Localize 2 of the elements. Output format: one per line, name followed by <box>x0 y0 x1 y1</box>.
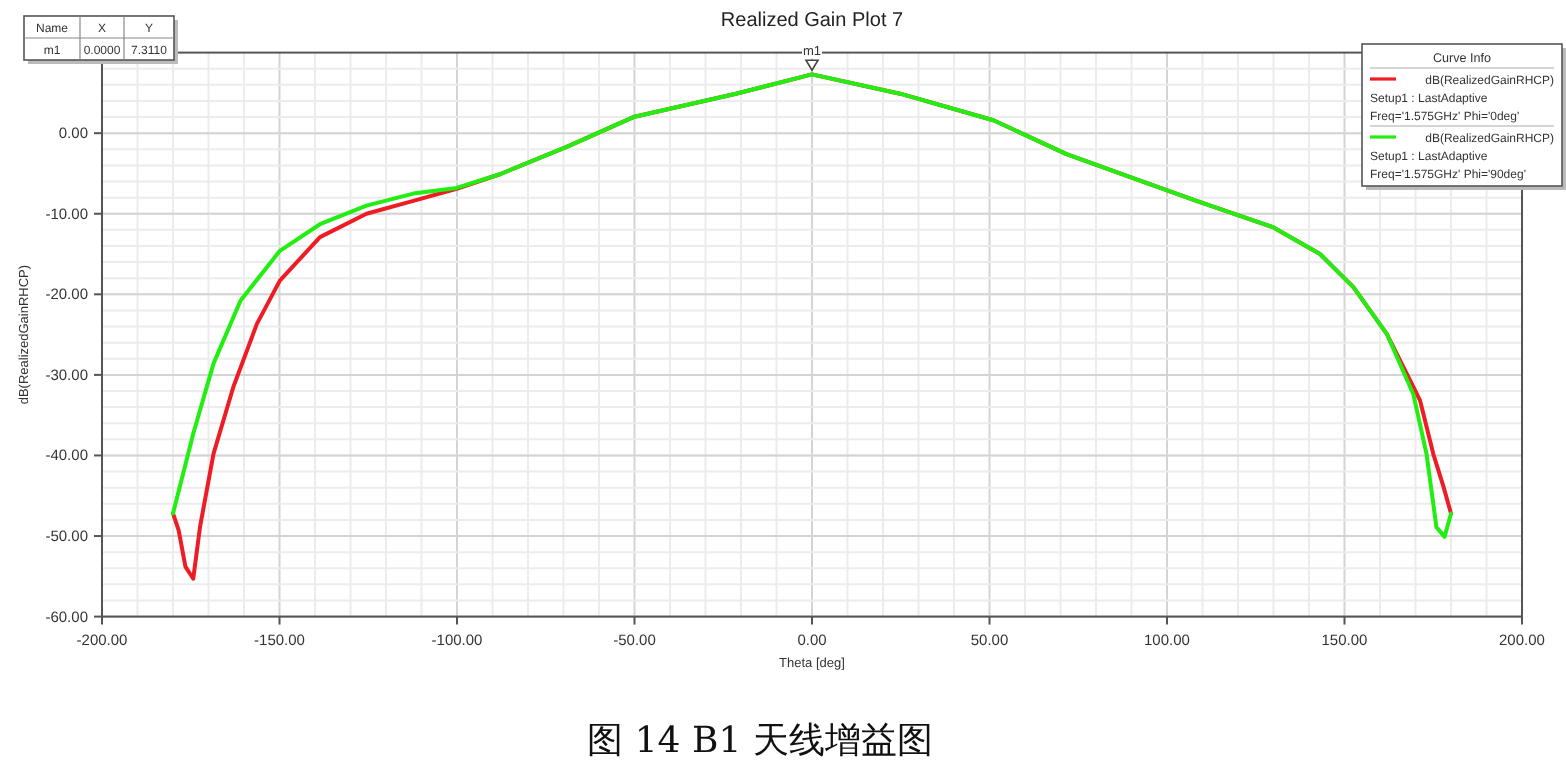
caption: 图 14 B1 天线增益图 <box>587 720 933 762</box>
chart-title: Realized Gain Plot 7 <box>720 10 905 32</box>
